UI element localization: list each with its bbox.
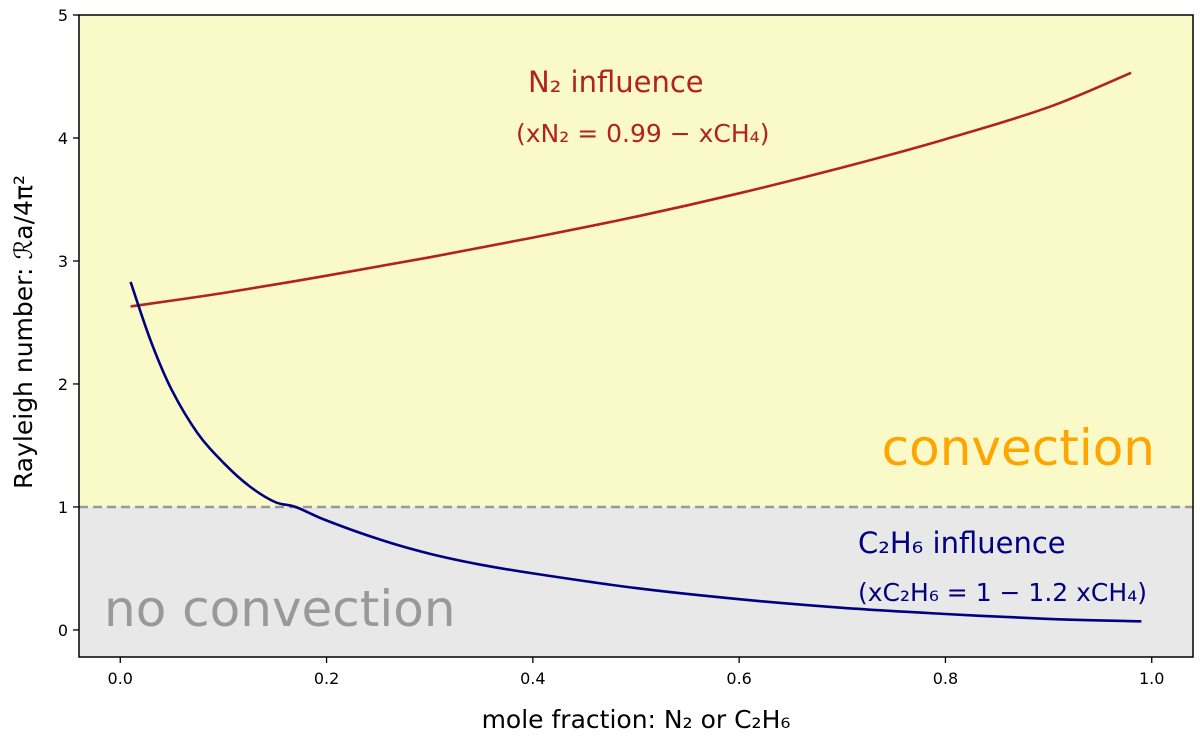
x-tick-label: 0.6 bbox=[726, 669, 751, 688]
y-tick-label: 2 bbox=[58, 375, 68, 394]
y-axis-label: Rayleigh number: ℛa/4π² bbox=[9, 175, 38, 489]
series-line-c2h6 bbox=[129, 281, 1142, 623]
y-tick-label: 1 bbox=[58, 498, 68, 517]
series-layer bbox=[129, 71, 1142, 623]
region-label-no-convection: no convection bbox=[104, 580, 456, 638]
region-convection bbox=[79, 15, 1193, 507]
x-tick-label: 0.4 bbox=[520, 669, 545, 688]
y-tick-label: 5 bbox=[58, 6, 68, 25]
y-tick-label: 4 bbox=[58, 129, 68, 148]
series-label-n2: N₂ influence bbox=[528, 65, 704, 99]
region-label-convection: convection bbox=[882, 419, 1155, 477]
region-no-convection bbox=[79, 506, 1193, 657]
x-axis-label: mole fraction: N₂ or C₂H₆ bbox=[482, 705, 791, 734]
plot-frame bbox=[78, 14, 1194, 658]
y-tick-label: 0 bbox=[58, 621, 68, 640]
y-tick-label: 3 bbox=[58, 252, 68, 271]
regions bbox=[79, 15, 1193, 657]
x-tick-label: 0.0 bbox=[108, 669, 133, 688]
x-tick-label: 0.2 bbox=[314, 669, 339, 688]
x-tick-label: 1.0 bbox=[1139, 669, 1164, 688]
series-formula-n2: (xN₂ = 0.99 − xCH₄) bbox=[516, 119, 769, 148]
series-label-c2h6: C₂H₆ influence bbox=[858, 526, 1066, 560]
frame-layer bbox=[78, 14, 1194, 658]
series-formula-c2h6: (xC₂H₆ = 1 − 1.2 xCH₄) bbox=[858, 578, 1147, 607]
ticks-layer: 0.0 0.2 0.4 0.6 0.8 1.0 0 1 2 3 4 5 bbox=[58, 6, 1165, 688]
series-line-n2 bbox=[130, 71, 1132, 308]
x-tick-label: 0.8 bbox=[933, 669, 958, 688]
